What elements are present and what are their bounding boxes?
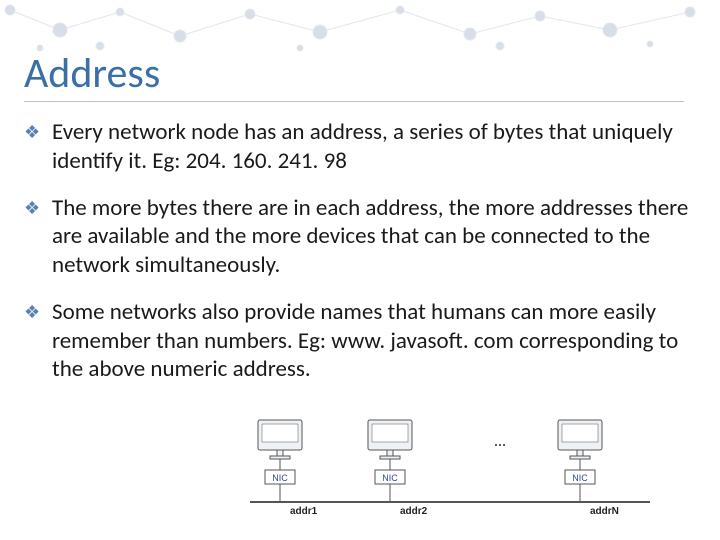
bullet-text: Every network node has an address, a ser…	[52, 118, 696, 176]
svg-text:addrN: addrN	[590, 506, 619, 517]
list-item: ❖ Some networks also provide names that …	[24, 298, 696, 384]
svg-text:addr1: addr1	[290, 506, 318, 517]
svg-text:NIC: NIC	[272, 473, 288, 483]
svg-text:NIC: NIC	[382, 473, 398, 483]
bullet-text: Some networks also provide names that hu…	[52, 298, 696, 384]
svg-text:addr2: addr2	[400, 506, 428, 517]
list-item: ❖ The more bytes there are in each addre…	[24, 194, 696, 280]
network-diagram: NIC addr1 NIC addr2 NIC addrN …	[240, 416, 660, 526]
bullet-text: The more bytes there are in each address…	[52, 194, 696, 280]
bullet-list: ❖ Every network node has an address, a s…	[24, 118, 696, 402]
page-title: Address	[24, 48, 684, 102]
svg-text:…: …	[494, 432, 505, 451]
diamond-bullet-icon: ❖	[24, 194, 52, 222]
list-item: ❖ Every network node has an address, a s…	[24, 118, 696, 176]
diamond-bullet-icon: ❖	[24, 118, 52, 146]
diamond-bullet-icon: ❖	[24, 298, 52, 326]
svg-text:NIC: NIC	[572, 473, 588, 483]
